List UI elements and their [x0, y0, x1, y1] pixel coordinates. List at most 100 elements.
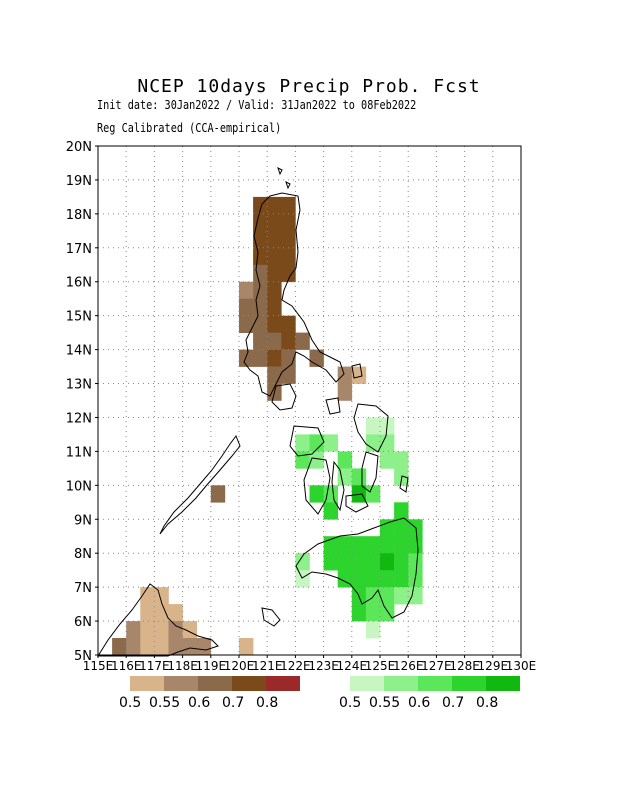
- below-normal-probability-cell: [168, 604, 183, 622]
- coastline-sulu: [261, 607, 281, 627]
- latitude-tick-label: 16N: [66, 276, 92, 291]
- latitude-tick-label: 6N: [74, 615, 92, 630]
- above-normal-probability-cell: [351, 570, 367, 588]
- below-normal-probability-cell: [267, 196, 282, 215]
- above-normal-probability-cell: [351, 604, 367, 622]
- above-normal-probability-cell: [394, 587, 409, 605]
- latitude-tick-label: 5N: [74, 649, 92, 664]
- latitude-tick-label: 14N: [66, 344, 92, 359]
- chart-title: NCEP 10days Precip Prob. Fcst: [137, 76, 481, 97]
- below-normal-probability-cell: [281, 196, 296, 215]
- below-normal-probability-cell: [168, 638, 183, 656]
- coastline-luzon: [243, 192, 345, 397]
- longitude-tick-label: 115E: [83, 659, 114, 673]
- coastline-panay: [289, 425, 325, 457]
- below-normal-probability-cell: [140, 621, 155, 639]
- legend-above-label: 0.7: [442, 695, 465, 711]
- below-normal-probability-cell: [281, 332, 296, 350]
- below-normal-probability-cell: [239, 281, 254, 299]
- coastline-bohol: [345, 493, 369, 513]
- latitude-tick-label: 17N: [66, 242, 92, 257]
- above-normal-probability-cell: [380, 536, 395, 554]
- longitude-tick-label: 125E: [365, 659, 396, 673]
- coastline-cebu: [331, 460, 345, 512]
- above-normal-probability-cell: [309, 434, 324, 452]
- latitude-tick-label: 18N: [66, 208, 92, 223]
- longitude-tick-label: 128E: [449, 659, 480, 673]
- coastline-siargao: [399, 475, 409, 493]
- legend-swatch-above-4: [452, 676, 486, 691]
- above-normal-probability-cell: [394, 451, 409, 469]
- above-normal-probability-cell: [380, 587, 395, 605]
- above-normal-probability-cell: [394, 553, 409, 571]
- above-normal-probability-cell: [380, 570, 395, 588]
- above-normal-probability-cell: [394, 519, 409, 537]
- above-normal-probability-cell: [380, 604, 395, 622]
- legend-above-normal: [350, 676, 520, 691]
- map-gridlines: [98, 146, 521, 655]
- above-normal-probability-cell: [394, 468, 409, 486]
- longitude-tick-label: 123E: [308, 659, 339, 673]
- below-normal-probability-cell: [253, 315, 268, 333]
- legend-above-label: 0.8: [476, 695, 499, 711]
- legend-below-label: 0.5: [119, 695, 142, 711]
- above-normal-probability-cell: [295, 570, 310, 588]
- latitude-tick-label: 10N: [66, 479, 92, 494]
- longitude-tick-label: 127E: [421, 659, 452, 673]
- above-normal-probability-cell: [365, 536, 381, 554]
- coastline-babuyan: [277, 167, 291, 190]
- below-normal-probability-cell: [239, 298, 254, 316]
- below-normal-probability-cell: [267, 281, 282, 299]
- latitude-tick-label: 7N: [74, 581, 92, 596]
- above-normal-probability-cell: [351, 468, 367, 486]
- below-normal-probability-cell: [351, 366, 367, 384]
- legend-below-label: 0.55: [149, 695, 181, 711]
- above-normal-probability-cell: [380, 519, 395, 537]
- longitude-tick-label: 129E: [478, 659, 509, 673]
- above-normal-probability-cell: [380, 434, 395, 452]
- legend-swatch-above-5: [486, 676, 520, 691]
- below-normal-probability-cell: [281, 213, 296, 232]
- below-normal-probability-cell: [337, 383, 353, 401]
- coastline-samar: [353, 403, 389, 453]
- above-normal-probability-cell: [380, 451, 395, 469]
- legend-above-label: 0.55: [369, 695, 401, 711]
- legend-above-label: 0.6: [408, 695, 431, 711]
- above-normal-probability-cell: [323, 553, 338, 571]
- longitude-tick-label: 122E: [280, 659, 311, 673]
- below-normal-probability-cell: [281, 366, 296, 384]
- below-normal-probability-cell: [253, 298, 268, 316]
- above-normal-probability-cell: [408, 536, 423, 554]
- below-normal-probability-cell: [267, 349, 282, 367]
- above-normal-probability-cell: [323, 485, 338, 503]
- longitude-tick-label: 118E: [167, 659, 198, 673]
- below-normal-probability-cell: [154, 604, 169, 622]
- legend-below-label: 0.8: [256, 695, 279, 711]
- below-normal-probability-cell: [267, 264, 282, 283]
- legend-swatch-above-3: [418, 676, 452, 691]
- above-normal-probability-cell: [351, 553, 367, 571]
- below-normal-probability-cell: [267, 298, 282, 316]
- below-normal-probability-cell: [281, 247, 296, 266]
- longitude-tick-label: 120E: [224, 659, 255, 673]
- latitude-tick-label: 9N: [74, 513, 92, 528]
- below-normal-probability-cell: [196, 638, 212, 656]
- above-normal-probability-cell: [394, 570, 409, 588]
- below-normal-probability-cell: [126, 638, 141, 656]
- above-normal-probability-cell: [323, 536, 338, 554]
- longitude-tick-label: 119E: [196, 659, 227, 673]
- coastline-catanduanes: [351, 363, 363, 379]
- below-normal-probability-cell: [337, 366, 353, 384]
- below-normal-probability-cell: [253, 213, 268, 232]
- legend-swatch-above-2: [384, 676, 418, 691]
- above-normal-probability-cell: [365, 485, 381, 503]
- coastline-masbate: [325, 397, 341, 415]
- latitude-tick-label: 13N: [66, 378, 92, 393]
- coastline-mindanao: [295, 517, 419, 619]
- legend-swatch-below-3: [198, 676, 232, 691]
- longitude-tick-label: 124E: [337, 659, 368, 673]
- below-normal-probability-cell: [253, 230, 268, 249]
- legend-above-label: 0.5: [339, 695, 362, 711]
- legend-swatch-below-2: [164, 676, 198, 691]
